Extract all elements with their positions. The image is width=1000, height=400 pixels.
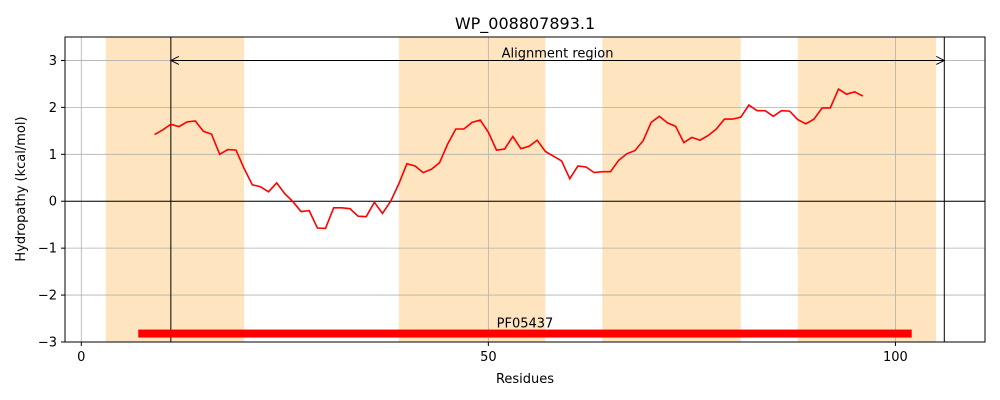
x-tick-label-100: 100 <box>883 350 908 365</box>
plot-frame <box>64 36 986 343</box>
y-tick-label--3: −3 <box>38 336 57 351</box>
y-tick-label-3: 3 <box>49 54 57 69</box>
y-axis-label: Hydropathy (kcal/mol) <box>14 116 29 261</box>
domain-bar <box>138 329 912 338</box>
band-2 <box>398 37 546 342</box>
y-tick-label--1: −1 <box>38 242 57 257</box>
alignment-region-label: Alignment region <box>502 46 614 61</box>
y-tick-label-2: 2 <box>49 101 57 116</box>
alignment-arrow-left <box>169 56 180 65</box>
alignment-region: Alignment region <box>169 37 946 342</box>
chart-title: WP_008807893.1 <box>455 14 595 34</box>
alignment-arrow-right <box>936 56 946 65</box>
domain-label: PF05437 <box>497 317 554 332</box>
x-tick-label-0: 0 <box>77 350 85 365</box>
x-axis-ticks: 0 50 100 <box>77 342 908 365</box>
band-3 <box>602 37 741 342</box>
y-axis-ticks: −3 −2 −1 0 1 2 3 <box>38 54 65 351</box>
band-1 <box>105 37 245 342</box>
transmembrane-bands <box>105 37 937 342</box>
series-line-hydropathy <box>154 87 864 230</box>
y-tick-label-0: 0 <box>49 195 57 210</box>
pfam-domain: PF05437 <box>138 317 912 338</box>
y-tick-label-1: 1 <box>49 148 57 163</box>
x-axis-label: Residues <box>496 372 554 387</box>
x-tick-label-50: 50 <box>480 350 497 365</box>
y-tick-label--2: −2 <box>38 289 57 304</box>
band-4 <box>797 37 937 342</box>
